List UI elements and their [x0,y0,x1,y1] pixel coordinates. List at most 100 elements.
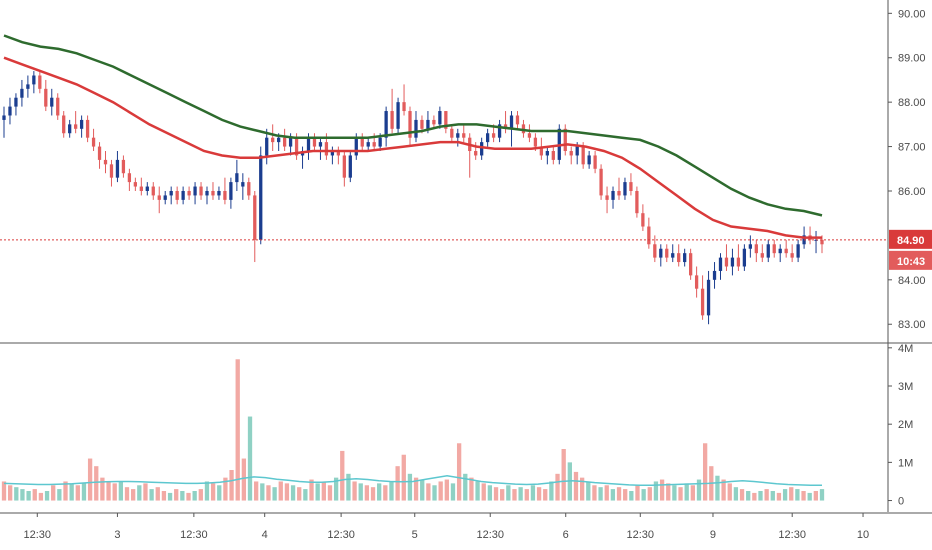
volume-bar [14,487,19,501]
volume-tick-label: 1M [898,457,913,469]
candle-body [772,244,776,254]
volume-bar [235,359,240,501]
volume-bar [118,481,124,501]
candle-body [408,111,412,138]
candle-body [91,137,96,147]
volume-bar [524,489,529,501]
volume-bar [155,487,160,501]
volume-bar [512,489,517,501]
volume-bar [807,492,812,501]
candle [444,111,448,134]
candle-body [623,182,627,196]
price-tick-label: 84.00 [898,275,926,287]
candle-body [778,248,782,254]
candle [265,128,269,165]
candle [736,244,741,271]
volume-bar [752,492,757,501]
candle [247,177,251,200]
candle [551,146,555,165]
candle [68,119,72,138]
volume-bar [770,491,775,501]
volume-bar [592,485,597,501]
candle [808,226,812,245]
volume-bar [721,479,726,501]
candle [175,186,179,205]
volume-bar [573,471,579,501]
candle [617,177,621,200]
candle [527,124,532,143]
candle-body [683,253,687,263]
volume-bar [1,481,7,501]
time-tick-label: 12:30 [778,529,806,541]
volume-bar [450,483,456,501]
volume-bar [290,485,296,501]
volume-tick-label: 0 [898,496,904,508]
volume-bar [733,487,739,501]
volume-bar [346,473,351,501]
candle [718,253,723,280]
candle [103,151,108,174]
volume-bar [94,466,99,501]
volume-bar [278,481,283,501]
candle-body [241,182,245,187]
candle-body [324,142,329,156]
candle [766,239,770,263]
volume-bar [789,487,794,501]
price-tick-label: 89.00 [898,53,926,65]
candle-body [426,119,430,129]
candle-body [736,257,741,267]
volume-bar [327,485,333,501]
volume-bar [764,489,769,501]
candle-body [247,182,251,196]
candle [408,106,412,147]
candle [593,151,597,174]
candle-body [587,155,591,165]
candle-body [235,173,239,183]
candle-body [187,190,191,196]
candle-body [294,137,299,156]
candle-body [665,248,669,258]
candle-body [820,239,824,245]
volume-bar [500,489,505,501]
candle-body [312,137,317,147]
price-pane[interactable] [0,34,888,325]
candle-body [611,190,615,200]
candle-body [677,253,681,263]
candle [700,275,705,320]
candle [163,190,167,205]
volume-bar [506,485,511,501]
candle-body [38,75,42,89]
candle-body [790,253,794,258]
volume-bar [7,485,13,501]
candle-body [211,190,215,196]
volume-bar [32,489,37,501]
time-tick-label: 12:30 [327,529,355,541]
candle-body [26,84,30,89]
volume-bar [370,487,376,501]
candle [271,124,275,152]
countdown-label: 10:43 [897,256,925,268]
candle-body [396,102,400,129]
candle-body [384,111,388,138]
candle-body [288,137,293,147]
volume-bar [579,477,585,501]
candle [396,97,400,134]
candle [814,230,818,254]
candle [611,186,615,209]
candle [157,186,161,214]
candle-body [121,159,126,174]
candle [62,111,66,138]
candle [730,248,735,276]
volume-bar [696,479,702,501]
candle-body [265,137,269,156]
candle-body [330,151,335,156]
volume-pane[interactable] [1,359,825,501]
volume-bar [75,485,80,501]
candle-body [282,137,287,147]
price-tick-label: 83.00 [898,319,926,331]
volume-bar [678,487,683,501]
candle-body [581,146,585,165]
volume-bar [63,481,68,501]
